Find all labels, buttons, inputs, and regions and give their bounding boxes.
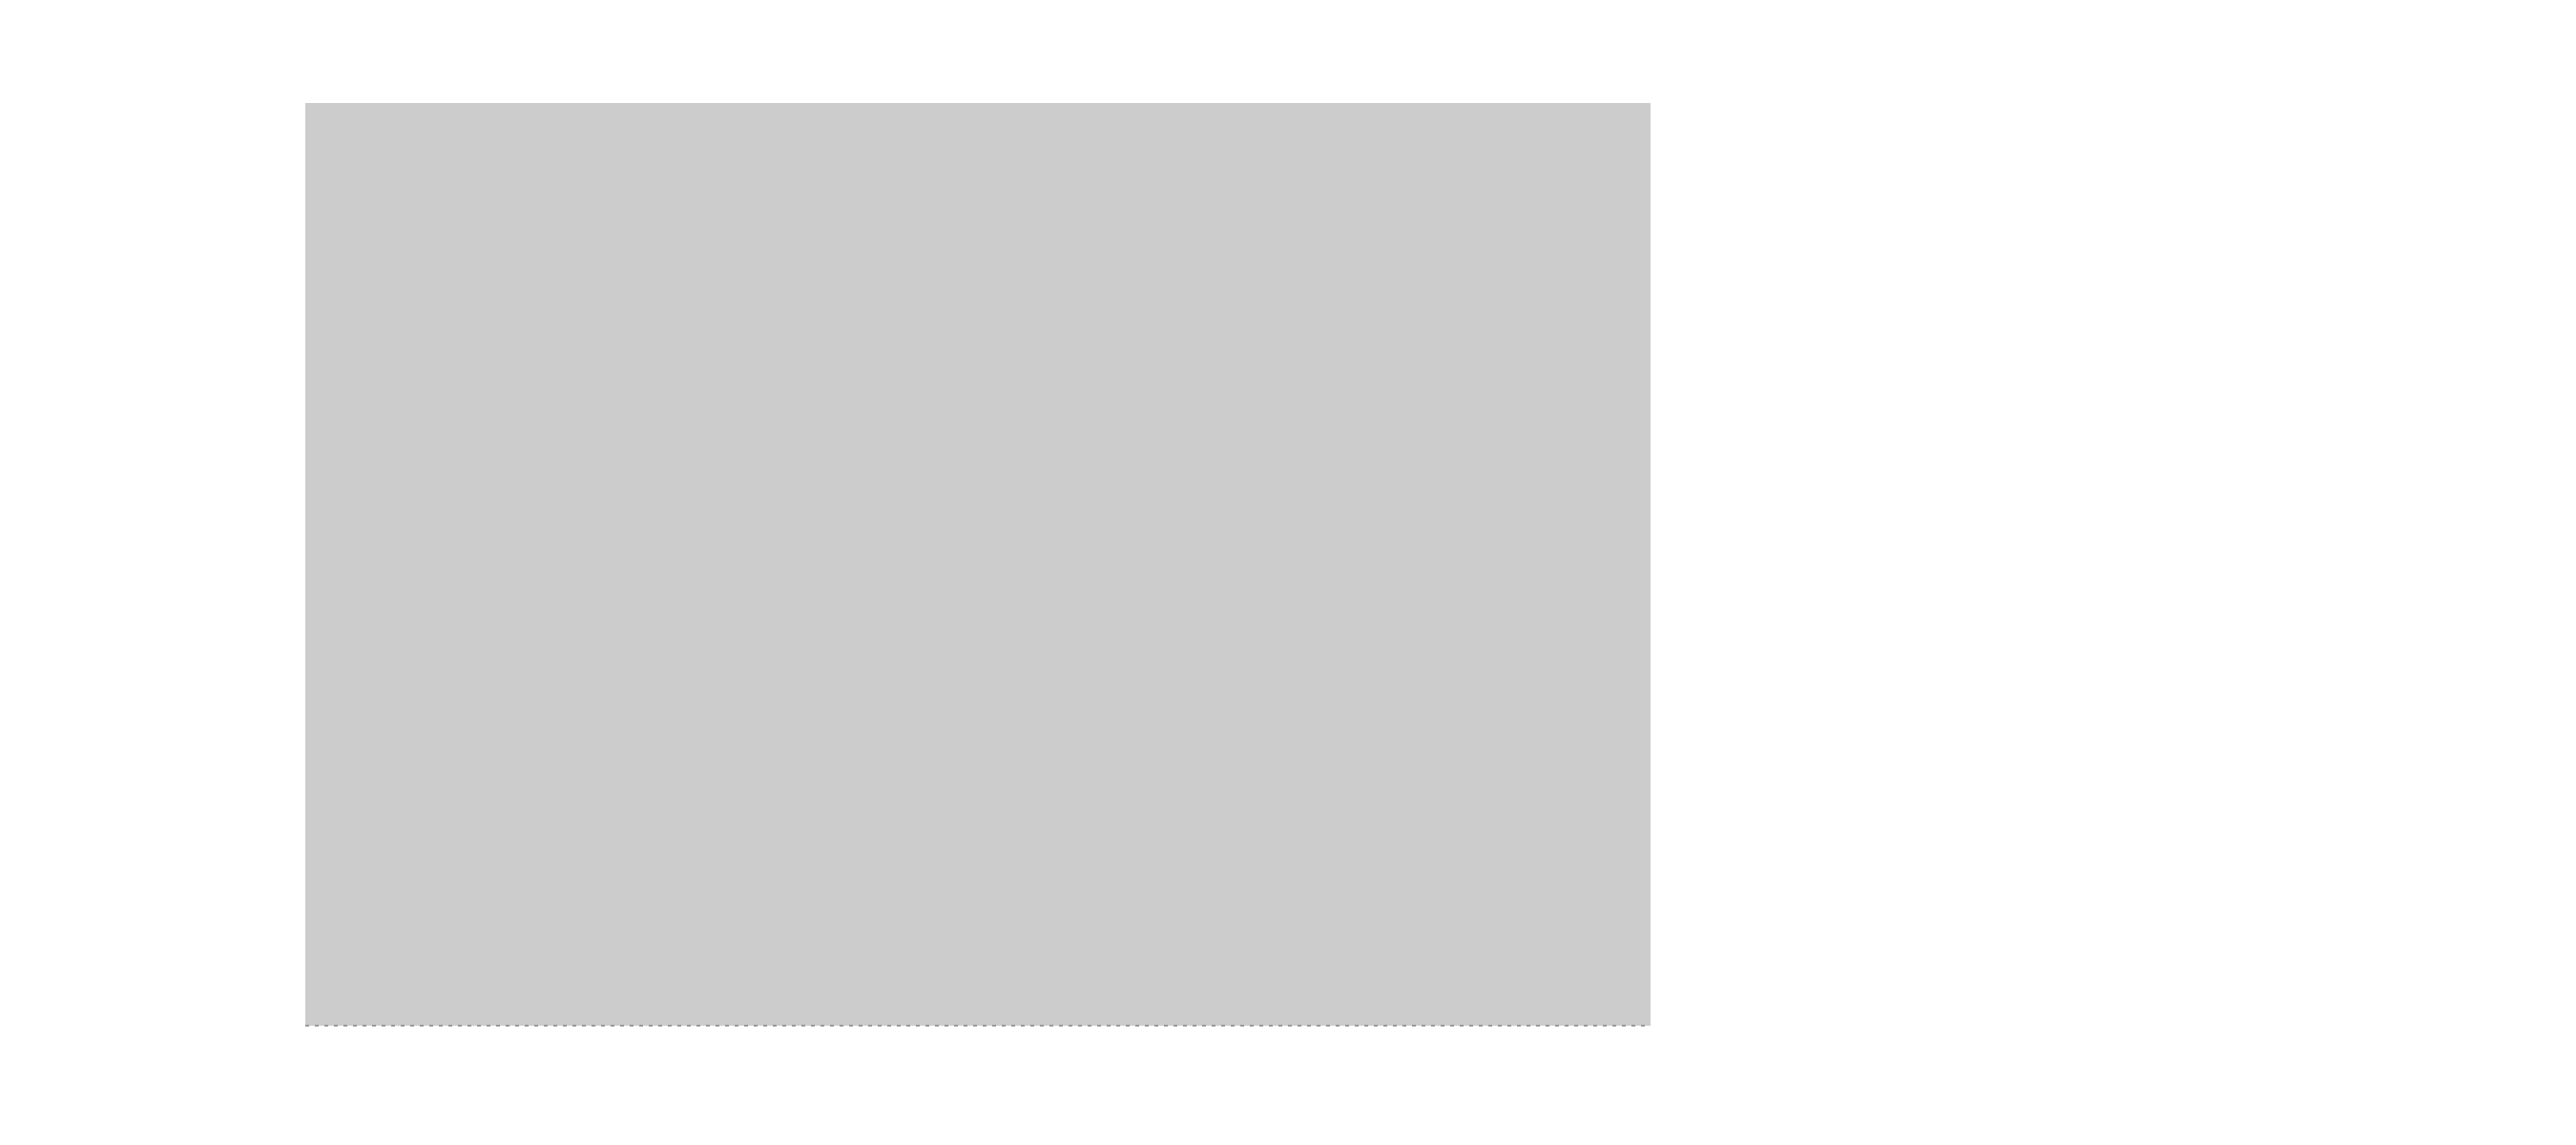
chart-container: { "chart": { "type": "line-with-bands", …: [0, 0, 2576, 1145]
plot-background: [305, 103, 1651, 1026]
chart-svg: [0, 0, 2576, 1145]
